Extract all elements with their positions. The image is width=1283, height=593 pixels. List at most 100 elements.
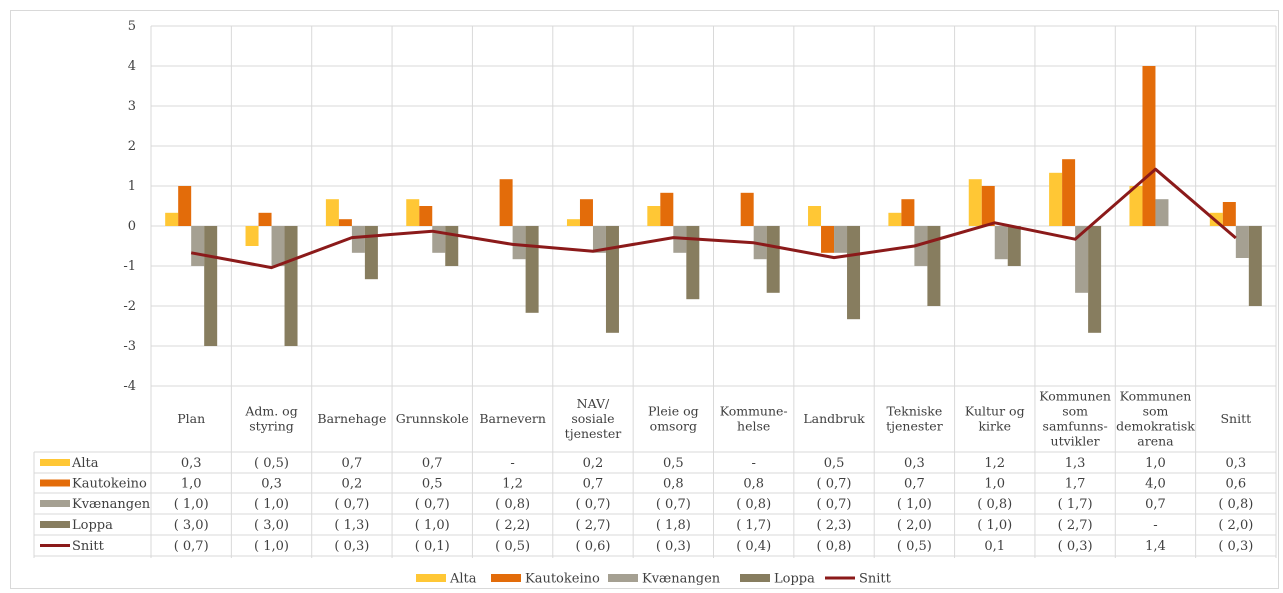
category-label-line: utvikler (1051, 434, 1100, 449)
table-cell: 0,8 (743, 477, 764, 492)
table-series-name: Loppa (72, 518, 113, 533)
table-cell: ( 0,7) (656, 497, 691, 512)
bar-kautokeino (178, 186, 192, 226)
table-cell: 0,2 (583, 456, 604, 471)
table-cell: ( 0,8) (817, 539, 852, 554)
table-cell: ( 0,3) (656, 539, 691, 554)
table-cell: ( 0,4) (736, 539, 771, 554)
category-label-line: Tekniske (887, 404, 943, 419)
y-tick-label: 4 (128, 59, 136, 74)
table-series-name: Alta (71, 456, 99, 471)
bar-kvænangen (1155, 199, 1169, 226)
category-label-line: demokratisk (1116, 419, 1195, 434)
bar-kautokeino (338, 219, 352, 226)
table-cell: 0,3 (181, 456, 202, 471)
category-label-line: arena (1137, 434, 1174, 449)
table-cell: 0,3 (904, 456, 925, 471)
table-cell: - (1153, 518, 1157, 533)
table-cell: ( 1,0) (897, 497, 932, 512)
table-cell: ( 1,0) (254, 539, 289, 554)
table-cell: ( 0,5) (254, 456, 289, 471)
y-tick-label: -1 (123, 259, 136, 274)
table-cell: ( 0,7) (415, 497, 450, 512)
table-cell: 1,7 (1065, 477, 1086, 492)
table-cell: ( 1,3) (334, 518, 369, 533)
table-cell: 0,6 (1225, 477, 1246, 492)
table-cell: ( 0,1) (415, 539, 450, 554)
bar-loppa (686, 226, 700, 300)
legend-key-alta (416, 574, 446, 582)
category-label-line: samfunns- (1043, 419, 1108, 434)
bar-kautokeino (579, 199, 593, 226)
table-cell: 0,3 (1225, 456, 1246, 471)
category-label-line: Adm. og (244, 404, 297, 419)
category-label: Tekniske tjenester (886, 404, 943, 434)
table-cell: ( 2,0) (897, 518, 932, 533)
bar-kvænangen (512, 226, 526, 260)
y-tick-label: 2 (128, 139, 136, 154)
table-cell: ( 0,3) (334, 539, 369, 554)
table-cell: ( 1,7) (736, 518, 771, 533)
table-key-kautokeino (40, 479, 70, 487)
table-cell: ( 0,7) (817, 477, 852, 492)
bar-alta (1129, 186, 1143, 226)
table-cell: ( 0,5) (495, 539, 530, 554)
bar-loppa (1248, 226, 1262, 306)
table-key-alta (40, 459, 70, 466)
category-label-line: helse (737, 419, 770, 434)
y-tick-label: -3 (123, 339, 136, 354)
bar-loppa (1088, 226, 1102, 333)
bar-loppa (445, 226, 459, 266)
bar-alta (888, 212, 902, 226)
table-cell: ( 0,7) (575, 497, 610, 512)
bar-kautokeino (740, 192, 754, 226)
table-cell: ( 0,6) (575, 539, 610, 554)
table-series-name: Kvænangen (72, 497, 151, 512)
category-label-line: styring (249, 419, 294, 434)
table-cell: 0,8 (663, 477, 684, 492)
bar-alta (1049, 172, 1063, 226)
bar-kautokeino (901, 199, 915, 226)
category-label: NAV/sosiale tjenester (565, 396, 622, 441)
category-label-line: Barnehage (317, 411, 386, 426)
bar-kvænangen (271, 226, 285, 266)
legend-label: Loppa (774, 572, 815, 587)
table-cell: ( 0,8) (977, 497, 1012, 512)
category-label: Kommune-helse (720, 404, 788, 434)
table-cell: ( 2,7) (575, 518, 610, 533)
bar-kautokeino (660, 192, 674, 226)
table-cell: 0,2 (342, 477, 363, 492)
table-cell: ( 0,8) (736, 497, 771, 512)
bar-kautokeino (1142, 66, 1156, 226)
category-label-line: Kommunen (1039, 389, 1111, 404)
table-cell: ( 0,7) (817, 497, 852, 512)
y-tick-label: 3 (128, 99, 136, 114)
category-label-line: tjenester (886, 419, 943, 434)
bar-alta (566, 219, 580, 226)
bar-loppa (847, 226, 861, 320)
table-cell: ( 1,0) (174, 497, 209, 512)
table-cell: - (510, 456, 514, 471)
bar-alta (245, 226, 259, 246)
category-label: Landbruk (803, 411, 865, 426)
bar-loppa (525, 226, 539, 313)
category-label-line: som (1062, 404, 1088, 419)
bar-kvænangen (592, 226, 606, 253)
category-label: Kommunen som demokratisk arena (1116, 389, 1195, 449)
category-label: Kommunen som samfunns-utvikler (1039, 389, 1111, 449)
y-tick-label: -4 (123, 379, 136, 394)
table-cell: ( 2,0) (1218, 518, 1253, 533)
table-cell: 0,7 (1145, 497, 1166, 512)
table-cell: ( 3,0) (174, 518, 209, 533)
legend-label: Kautokeino (525, 572, 600, 587)
table-cell: 4,0 (1145, 477, 1166, 492)
table-cell: 0,5 (663, 456, 684, 471)
table-cell: ( 1,0) (254, 497, 289, 512)
category-label-line: kirke (978, 419, 1011, 434)
bar-alta (968, 179, 982, 226)
bar-kvænangen (914, 226, 928, 266)
bar-kautokeino (1222, 202, 1236, 226)
legend-label: Snitt (859, 572, 892, 587)
category-label: Snitt (1220, 411, 1251, 426)
table-cell: ( 2,3) (817, 518, 852, 533)
